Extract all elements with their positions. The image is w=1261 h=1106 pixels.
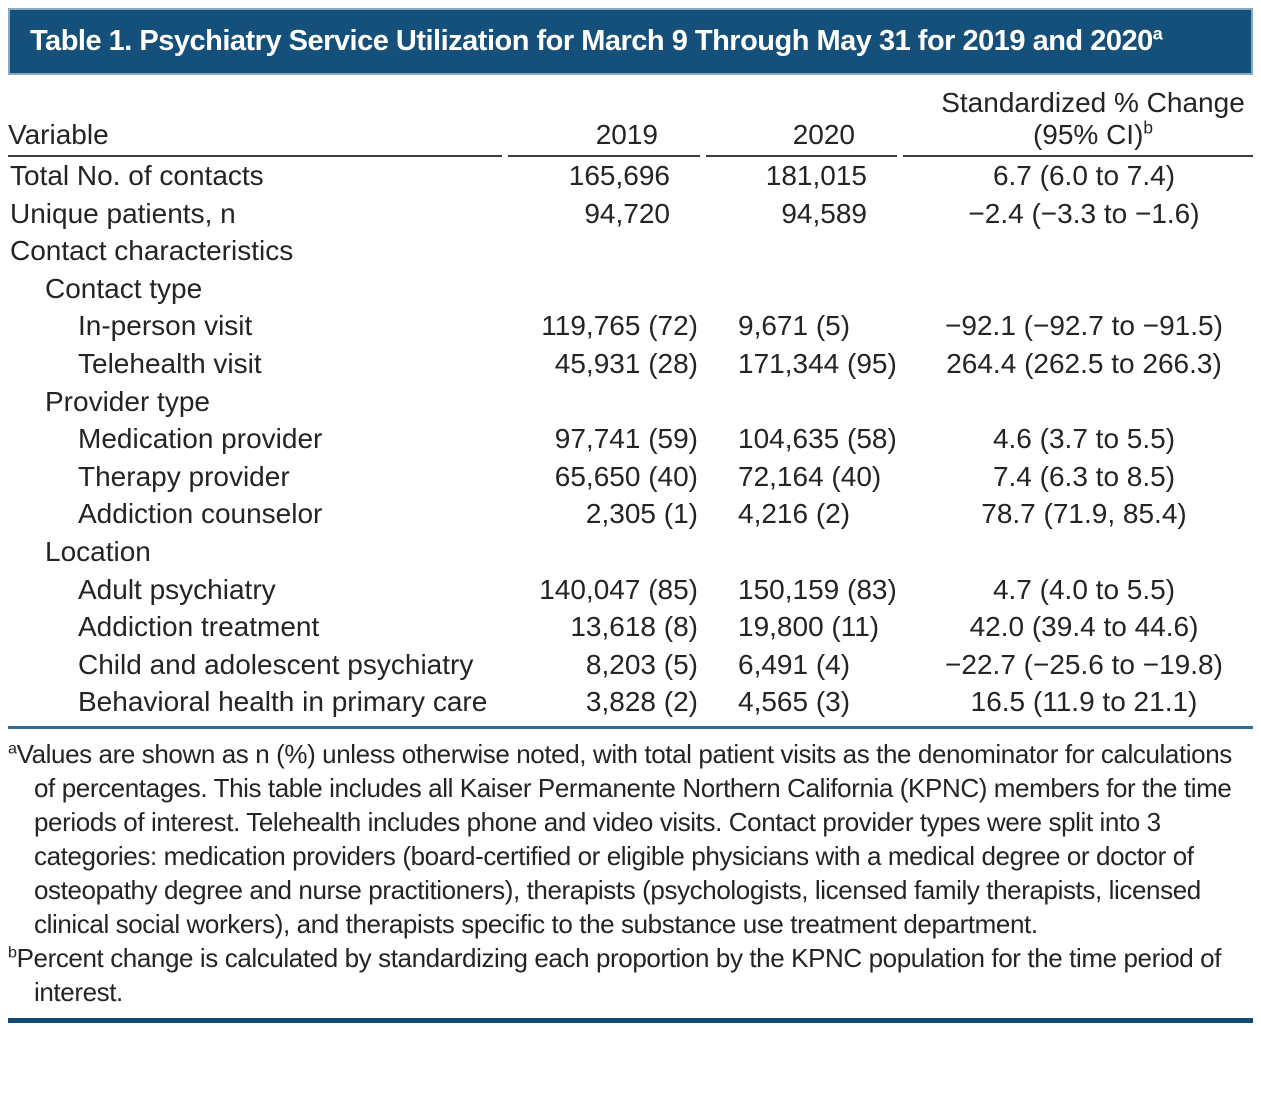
section-label: Location (45, 535, 151, 567)
table-section-row: Provider type (8, 383, 1253, 421)
table-row: Adult psychiatry 140,047 (85) 150,159 (8… (8, 571, 1253, 609)
cell-change: 264.4 (262.5 to 266.3) (946, 347, 1222, 379)
cell-2020: 104,635 (58) (738, 423, 897, 455)
table-header-row: Variable 2019 2020 Standardized % Change… (8, 75, 1253, 157)
cell-change: 78.7 (71.9, 85.4) (981, 498, 1187, 530)
section-label: Provider type (45, 385, 210, 417)
cell-2019: 97,741 (59) (554, 423, 698, 455)
cell-2019: 13,618 (8) (570, 611, 698, 643)
table-section-row: Contact characteristics (8, 232, 1253, 270)
cell-2019: 140,047 (85) (539, 573, 698, 605)
cell-2020: 72,164 (40) (738, 460, 882, 492)
cell-2020: 171,344 (95) (738, 347, 897, 379)
table-row: Child and adolescent psychiatry 8,203 (5… (8, 646, 1253, 684)
cell-2019: 165,696 (568, 160, 670, 191)
table-row: In-person visit 119,765 (72) 9,671 (5) −… (8, 307, 1253, 345)
footnote-divider-rule (8, 725, 1253, 729)
column-header-change-line2: (95% CI)b (1032, 117, 1154, 150)
table-row: Addiction treatment 13,618 (8) 19,800 (1… (8, 608, 1253, 646)
cell-2020: 4,565 (3) (738, 686, 851, 718)
cell-2020: 94,589 (781, 197, 867, 229)
row-label: Therapy provider (78, 460, 290, 492)
cell-2019: 3,828 (2) (585, 686, 698, 718)
footnote-text: Percent change is calculated by standard… (16, 942, 1222, 1007)
row-label: Behavioral health in primary care (78, 686, 488, 718)
bottom-rule (8, 1017, 1253, 1023)
cell-2019: 65,650 (40) (554, 460, 698, 492)
row-label: Child and adolescent psychiatry (78, 648, 474, 680)
cell-2020: 181,015 (765, 160, 867, 191)
footnotes: aValues are shown as n (%) unless otherw… (8, 737, 1253, 1009)
cell-2019: 2,305 (1) (585, 498, 698, 530)
row-label: Unique patients, n (10, 197, 236, 229)
cell-change: −2.4 (−3.3 to −1.6) (968, 197, 1200, 229)
cell-2019: 45,931 (28) (554, 347, 698, 379)
section-label: Contact type (45, 272, 203, 304)
cell-2019: 8,203 (5) (585, 648, 698, 680)
cell-2020: 4,216 (2) (738, 498, 851, 530)
cell-2020: 6,491 (4) (738, 648, 851, 680)
cell-change: 4.6 (3.7 to 5.5) (992, 423, 1176, 455)
cell-2020: 19,800 (11) (738, 611, 880, 643)
table-row: Addiction counselor 2,305 (1) 4,216 (2) … (8, 495, 1253, 533)
cell-change: 4.7 (4.0 to 5.5) (992, 573, 1176, 605)
column-header-change-line1: Standardized % Change (941, 87, 1245, 118)
table-section-row: Contact type (8, 270, 1253, 308)
row-label: Total No. of contacts (10, 160, 264, 191)
footnote-text: Values are shown as n (%) unless otherwi… (16, 738, 1233, 939)
cell-2020: 150,159 (83) (738, 573, 897, 605)
row-label: In-person visit (78, 310, 253, 342)
column-header-2020: 2020 (706, 119, 897, 157)
cell-change: 6.7 (6.0 to 7.4) (992, 160, 1176, 191)
cell-change: −92.1 (−92.7 to −91.5) (945, 310, 1223, 342)
table-row: Therapy provider 65,650 (40) 72,164 (40)… (8, 458, 1253, 496)
cell-change: 16.5 (11.9 to 21.1) (970, 686, 1198, 718)
section-label: Contact characteristics (10, 235, 294, 267)
row-label: Adult psychiatry (78, 573, 276, 605)
column-header-change: Standardized % Change (95% CI)b (903, 87, 1253, 157)
cell-2019: 94,720 (584, 197, 670, 229)
header-footnote-mark: b (1143, 117, 1154, 138)
table-row: Unique patients, n 94,720 94,589 −2.4 (−… (8, 195, 1253, 233)
cell-2019: 119,765 (72) (541, 310, 698, 342)
cell-change: 7.4 (6.3 to 8.5) (992, 460, 1176, 492)
table-row: Telehealth visit 45,931 (28) 171,344 (95… (8, 345, 1253, 383)
table-row: Total No. of contacts 165,696 181,015 6.… (8, 157, 1253, 195)
cell-change: 42.0 (39.4 to 44.6) (969, 611, 1199, 643)
cell-2020: 9,671 (5) (738, 310, 851, 342)
footnote-b: bPercent change is calculated by standar… (8, 941, 1253, 1009)
table-title: Table 1. Psychiatry Service Utilization … (30, 25, 1153, 57)
row-label: Addiction treatment (78, 611, 320, 643)
footnote-mark: a (8, 739, 17, 758)
footnote-a: aValues are shown as n (%) unless otherw… (8, 737, 1253, 941)
table-row: Medication provider 97,741 (59) 104,635 … (8, 420, 1253, 458)
table-row: Behavioral health in primary care 3,828 … (8, 683, 1253, 721)
title-footnote-mark: a (1152, 23, 1163, 44)
table-title-bar: Table 1. Psychiatry Service Utilization … (8, 8, 1253, 75)
table-body: Total No. of contacts 165,696 181,015 6.… (8, 157, 1253, 721)
data-table: Variable 2019 2020 Standardized % Change… (8, 75, 1253, 721)
cell-change: −22.7 (−25.6 to −19.8) (945, 648, 1223, 680)
row-label: Addiction counselor (78, 498, 323, 530)
column-header-2019: 2019 (508, 119, 700, 157)
column-header-variable: Variable (8, 119, 502, 157)
row-label: Medication provider (78, 423, 323, 455)
table-section-row: Location (8, 533, 1253, 571)
footnote-mark: b (8, 943, 17, 962)
row-label: Telehealth visit (78, 347, 262, 379)
